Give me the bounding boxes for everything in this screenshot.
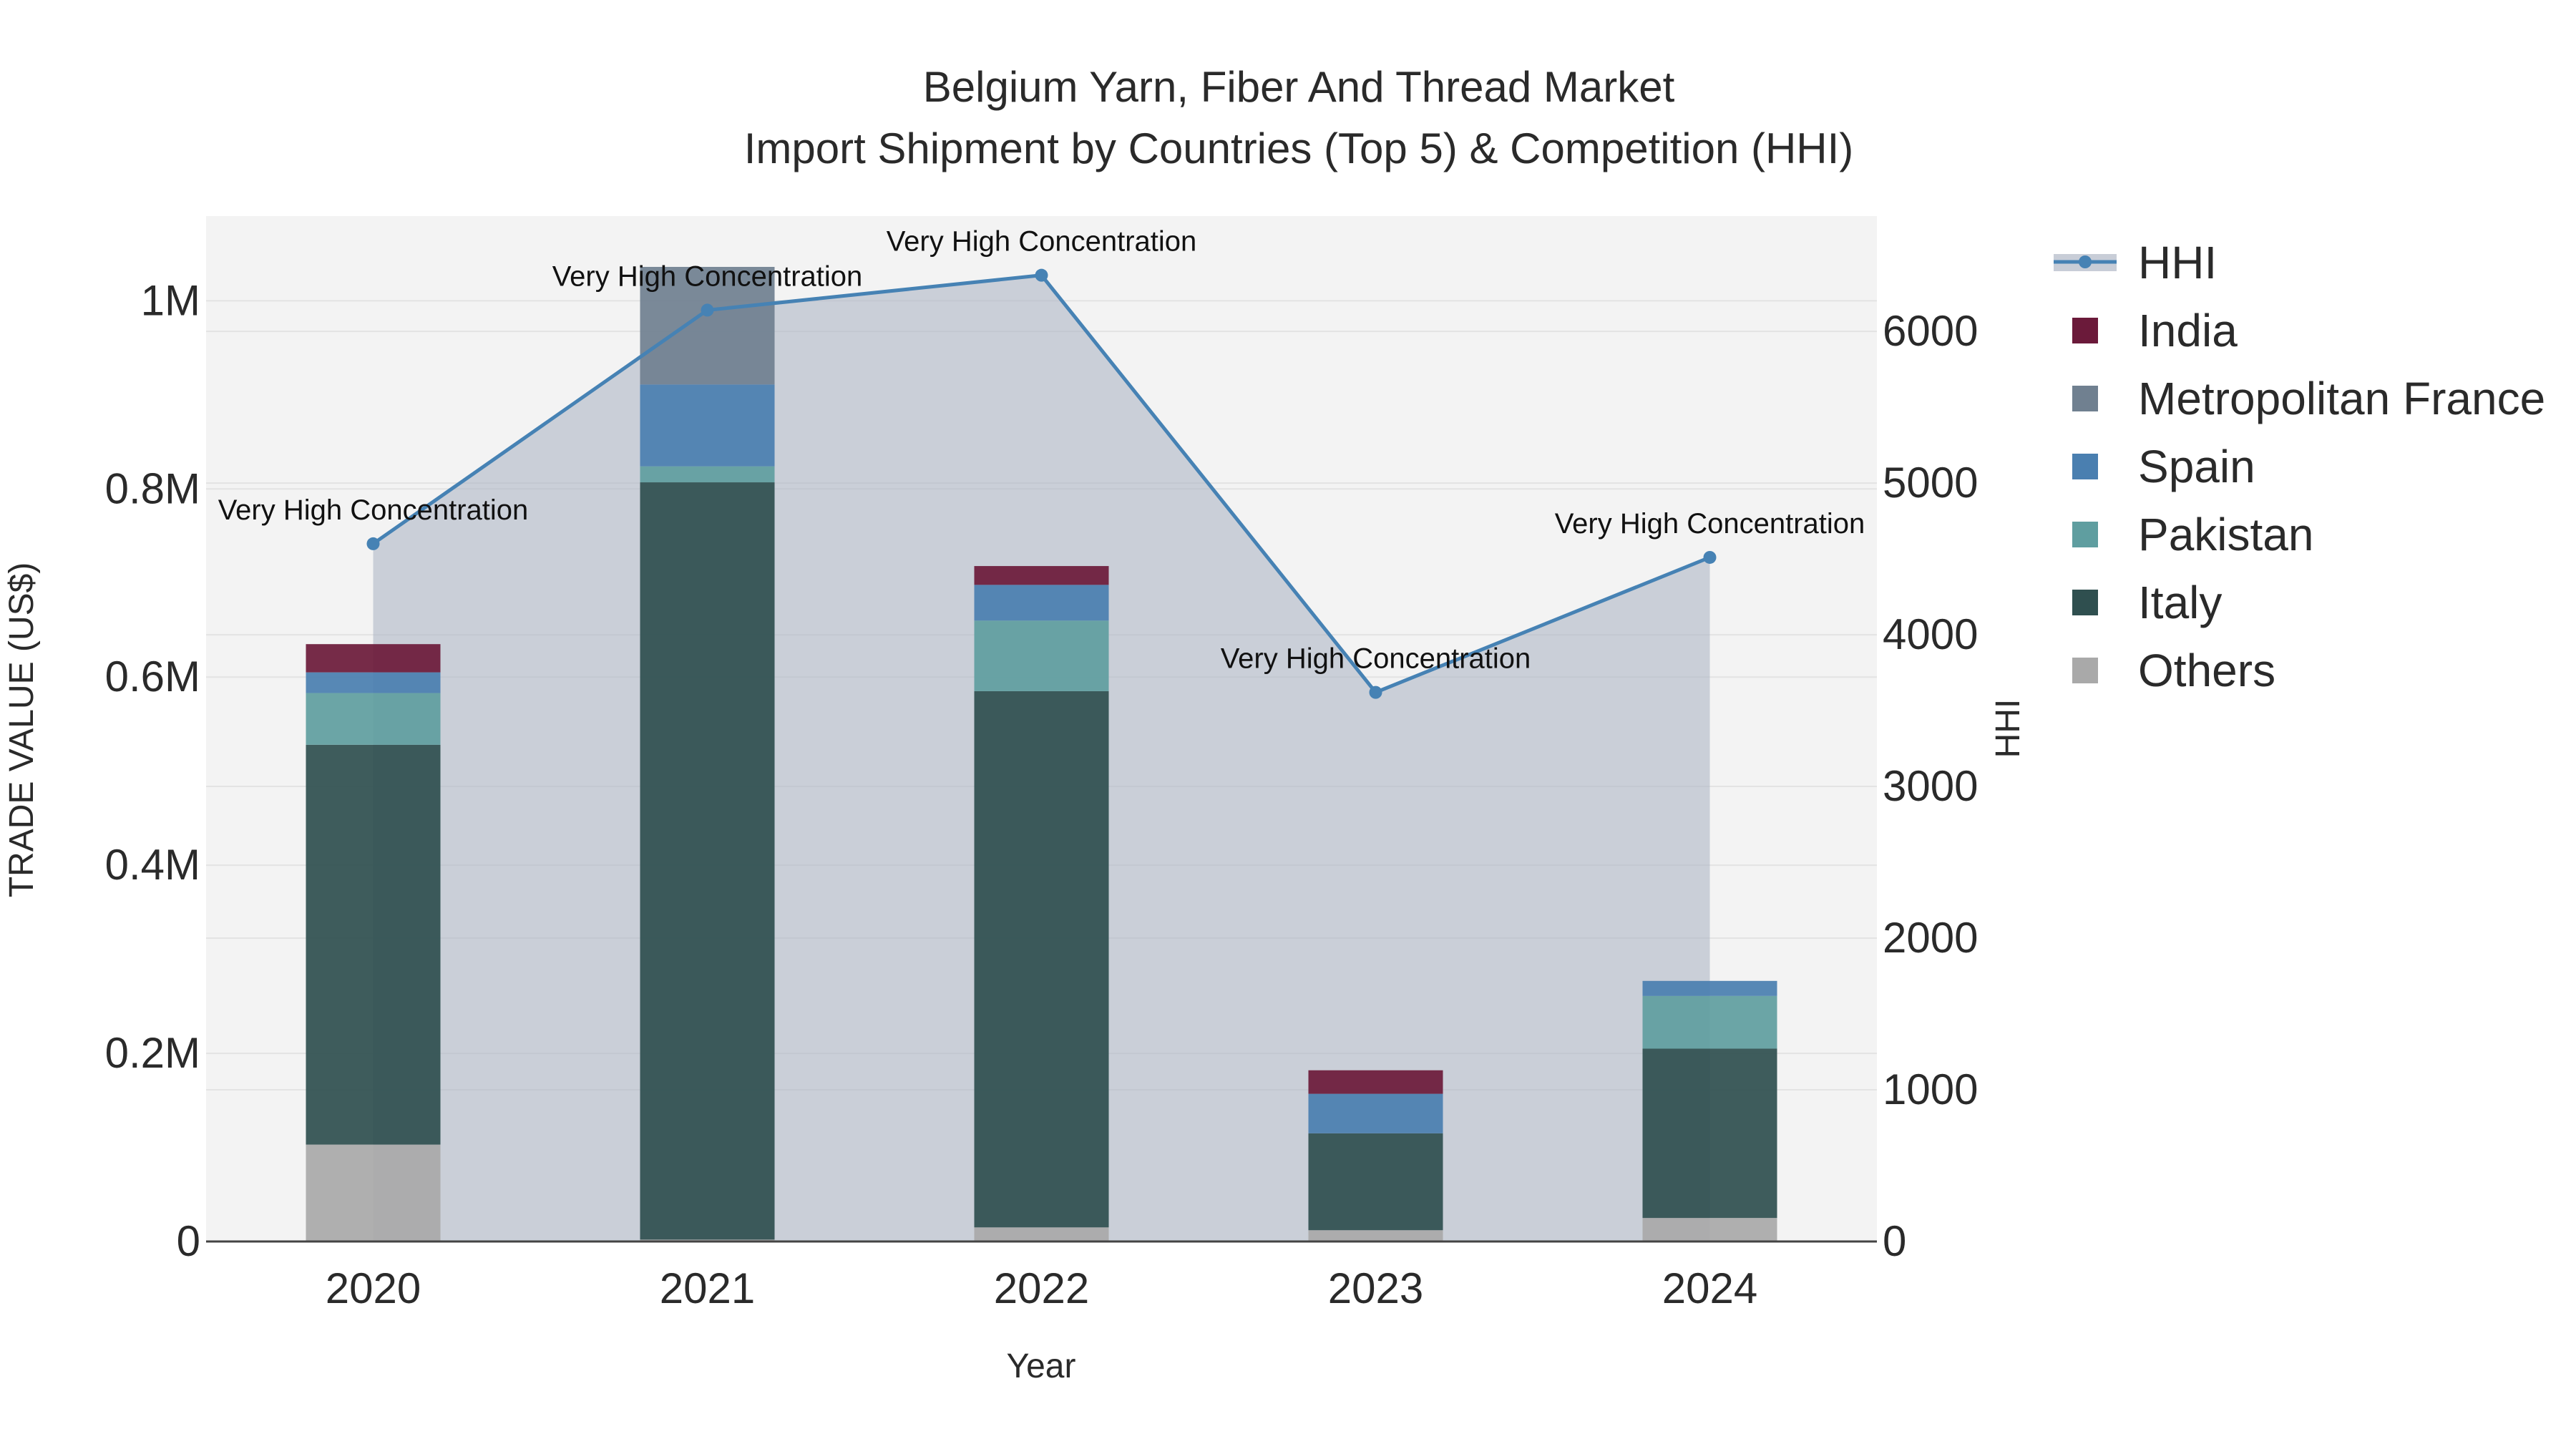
y-tick-label: 0.8M [105, 464, 200, 512]
bar-italy-2021 [640, 482, 775, 1240]
bar-others-2020 [306, 1144, 441, 1241]
bar-others-2023 [1308, 1230, 1443, 1241]
bar-spain-2021 [640, 384, 775, 467]
legend-swatch-india [2072, 318, 2098, 343]
legend-swatch-pakistan [2072, 522, 2098, 547]
y2-tick-label: 5000 [1883, 459, 1978, 507]
hhi-annotation: Very High Concentration [218, 494, 529, 526]
legend-label: HHI [2138, 237, 2217, 288]
x-tick-label: 2022 [994, 1264, 1089, 1312]
legend-hhi-swatch-marker [2079, 255, 2092, 268]
hhi-point-2020 [366, 537, 380, 550]
y-axis-ticks: 0 0.2M 0.4M 0.6M 0.8M 1M [105, 276, 200, 1265]
hhi-annotation: Very High Concentration [887, 226, 1197, 258]
bar-italy-2023 [1308, 1133, 1443, 1231]
hhi-line-layer [366, 268, 1717, 699]
x-axis-ticks: 2020 2021 2022 2023 2024 [326, 1264, 1757, 1312]
legend-label: Metropolitan France [2138, 373, 2545, 424]
bars [306, 266, 1777, 1241]
y2-axis-ticks: 0 1000 2000 3000 4000 5000 6000 [1883, 307, 1978, 1265]
y-tick-label: 0.4M [105, 841, 200, 889]
legend-label: Italy [2138, 577, 2222, 628]
legend-label: Others [2138, 645, 2275, 696]
bar-others-2022 [974, 1227, 1109, 1241]
bar-italy-2024 [1642, 1048, 1777, 1219]
hhi-annotation: Very High Concentration [1555, 508, 1865, 540]
y2-tick-label: 1000 [1883, 1065, 1978, 1113]
y-axis-title: TRADE VALUE (US$) [3, 562, 41, 898]
legend-label: India [2138, 305, 2238, 356]
bar-india-2020 [306, 644, 441, 673]
bar-spain-2023 [1308, 1093, 1443, 1133]
bar-spain-2020 [306, 672, 441, 693]
legend-label: Spain [2138, 441, 2255, 492]
bar-pakistan-2020 [306, 693, 441, 745]
x-tick-label: 2021 [660, 1264, 755, 1312]
hhi-point-2024 [1703, 550, 1717, 564]
y2-tick-label: 0 [1883, 1217, 1906, 1265]
legend-label: Pakistan [2138, 509, 2313, 560]
hhi-annotation: Very High Concentration [1221, 643, 1531, 675]
legend-swatch-italy [2072, 590, 2098, 615]
y2-tick-label: 6000 [1883, 307, 1978, 355]
x-tick-label: 2020 [326, 1264, 421, 1312]
hhi-point-2023 [1369, 686, 1382, 699]
x-axis-title: Year [1007, 1347, 1076, 1385]
legend-swatch-spain [2072, 454, 2098, 479]
y2-tick-label: 2000 [1883, 914, 1978, 962]
bar-india-2023 [1308, 1070, 1443, 1094]
legend-swatch-metropolitan-france [2072, 386, 2098, 411]
chart-title-line-1: Belgium Yarn, Fiber And Thread Market [923, 63, 1675, 111]
y2-axis-title: HHI [1989, 699, 2027, 758]
bar-spain-2022 [974, 585, 1109, 621]
annotations: Very High Concentration Very High Concent… [218, 226, 1865, 675]
bar-india-2022 [974, 566, 1109, 585]
bar-spain-2024 [1642, 980, 1777, 996]
bar-pakistan-2021 [640, 466, 775, 483]
y2-tick-label: 4000 [1883, 610, 1978, 658]
y-tick-label: 0.2M [105, 1029, 200, 1077]
bar-italy-2020 [306, 744, 441, 1145]
hhi-point-2022 [1035, 268, 1048, 282]
bar-pakistan-2022 [974, 620, 1109, 691]
bar-pakistan-2024 [1642, 995, 1777, 1049]
legend-swatch-others [2072, 658, 2098, 683]
bar-metropolitan-france-2021 [640, 266, 775, 385]
hhi-annotation: Very High Concentration [552, 260, 863, 292]
y-tick-label: 0 [177, 1217, 200, 1265]
bar-others-2024 [1642, 1218, 1777, 1241]
hhi-point-2021 [701, 303, 714, 317]
x-tick-label: 2024 [1662, 1264, 1757, 1312]
y2-tick-label: 3000 [1883, 762, 1978, 810]
y-tick-label: 0.6M [105, 653, 200, 701]
x-tick-label: 2023 [1328, 1264, 1423, 1312]
bar-italy-2022 [974, 691, 1109, 1228]
y-tick-label: 1M [141, 276, 200, 324]
legend: HHI India Metropolitan France Spain Pakistan… [2054, 237, 2545, 696]
chart-title-line-2: Import Shipment by Countries (Top 5) & C… [744, 125, 1854, 172]
